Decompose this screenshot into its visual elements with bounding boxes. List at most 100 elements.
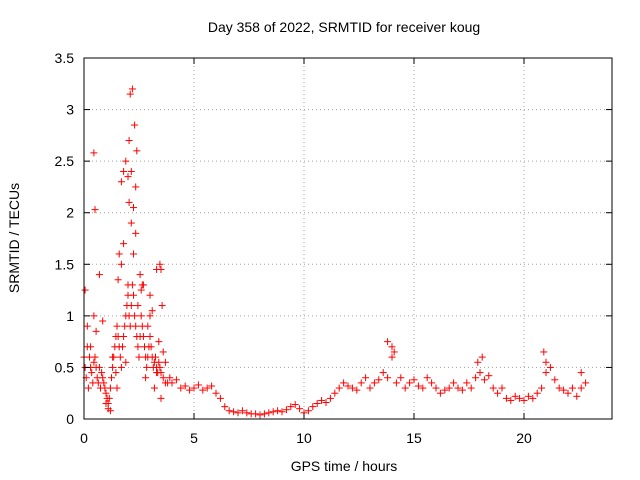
data-point [252,410,260,418]
data-point [159,348,167,356]
data-point [243,409,251,417]
data-point [119,343,126,351]
data-point [90,358,98,366]
data-point [234,409,242,417]
data-point [88,369,96,377]
data-point [370,379,378,387]
data-point [90,149,98,157]
data-point [95,363,103,371]
data-point [132,183,140,191]
data-point [318,396,326,404]
data-point [362,374,370,382]
data-point [498,384,506,392]
data-point [168,379,176,387]
data-point [199,386,207,394]
data-point [577,384,585,392]
data-point [124,173,132,181]
data-point [130,204,137,212]
data-point [155,358,163,366]
data-point [419,384,427,392]
data-point [105,394,113,402]
data-point [91,206,99,214]
data-point [161,358,169,366]
data-point [150,384,158,392]
data-point [124,281,132,289]
data-point [322,398,330,406]
data-point [153,265,161,273]
data-point [127,302,135,310]
data-point [139,332,147,340]
data-point [117,363,125,371]
data-point [166,374,174,382]
data-point [472,374,480,382]
data-point [203,384,211,392]
data-point [379,369,387,377]
data-point [108,374,115,382]
axis-ticks: 0 5 10 15 20 0 0.5 1 1.5 2 2.5 3 3.5 [55,50,612,446]
data-point [344,382,352,390]
data-point [582,379,590,387]
data-point [304,407,312,415]
data-point [143,363,151,371]
data-point [122,358,130,366]
data-point [212,389,220,397]
data-point [392,379,400,387]
data-point [516,394,524,402]
data-point [397,374,405,382]
data-point [87,343,95,351]
data-point [340,379,348,387]
data-point [529,394,537,402]
y-tick-label: 1 [66,308,74,324]
data-point [112,369,120,377]
y-tick-label: 3.5 [55,50,75,66]
data-point [348,384,356,392]
data-point [98,369,106,377]
data-point [142,374,150,382]
data-point [480,376,488,384]
data-point [540,348,548,356]
data-point [181,382,189,390]
data-point [555,384,563,392]
x-tick-label: 0 [80,430,88,446]
data-point [278,408,286,416]
data-point [388,353,396,361]
data-point [313,400,321,408]
data-point [274,407,282,415]
data-point [507,396,515,404]
y-tick-label: 0.5 [55,359,75,375]
data-point [99,317,107,325]
data-point [441,386,449,394]
data-point [384,374,392,382]
data-points [80,85,590,419]
data-point [577,369,585,377]
data-point [450,379,458,387]
data-point [147,343,155,351]
data-point [106,384,114,392]
data-point [375,376,383,384]
data-point [137,312,145,320]
data-point [156,260,164,268]
data-point [172,376,180,384]
grid-lines [84,58,612,419]
data-point [353,386,361,394]
data-point [524,392,532,400]
data-point [120,167,128,175]
data-point [109,353,117,361]
data-point [542,358,550,366]
data-point [126,90,134,98]
data-point [260,410,268,418]
data-point [117,178,125,186]
data-point [238,407,246,415]
data-point [83,322,91,330]
data-point [120,240,128,248]
data-point [146,312,154,320]
data-point [538,384,546,392]
data-point [131,312,139,320]
data-point [157,394,165,402]
data-point [137,286,145,294]
x-axis-label: GPS time / hours [291,458,398,474]
data-point [81,286,89,294]
data-point [476,369,484,377]
data-point [326,394,334,402]
